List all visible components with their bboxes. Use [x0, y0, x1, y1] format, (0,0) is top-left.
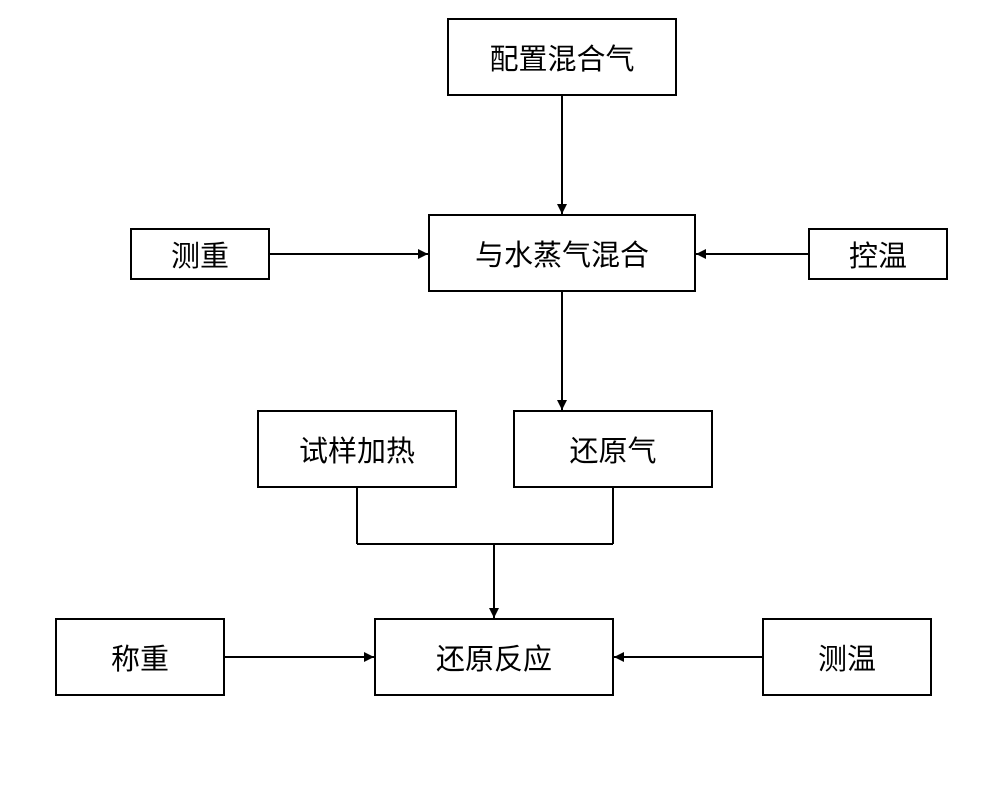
- node-n1: 配置混合气: [447, 18, 677, 96]
- node-label: 控温: [849, 233, 907, 275]
- node-n8: 还原反应: [374, 618, 614, 696]
- node-n5: 试样加热: [257, 410, 457, 488]
- node-label: 试样加热: [299, 428, 415, 470]
- node-n6: 还原气: [513, 410, 713, 488]
- node-label: 称重: [111, 636, 169, 678]
- node-n7: 称重: [55, 618, 225, 696]
- node-n2: 测重: [130, 228, 270, 280]
- node-label: 测重: [171, 233, 229, 275]
- node-n9: 测温: [762, 618, 932, 696]
- node-label: 还原反应: [436, 636, 552, 678]
- node-label: 测温: [818, 636, 876, 678]
- diagram-canvas: 配置混合气测重 与水蒸气混合 控温试样加热 还原气称重 还原反应 测温: [0, 0, 1000, 797]
- node-n3: 与水蒸气混合: [428, 214, 696, 292]
- node-label: 配置混合气: [489, 36, 634, 78]
- node-label: 与水蒸气混合: [475, 232, 649, 274]
- node-n4: 控温: [808, 228, 948, 280]
- node-label: 还原气: [569, 428, 656, 470]
